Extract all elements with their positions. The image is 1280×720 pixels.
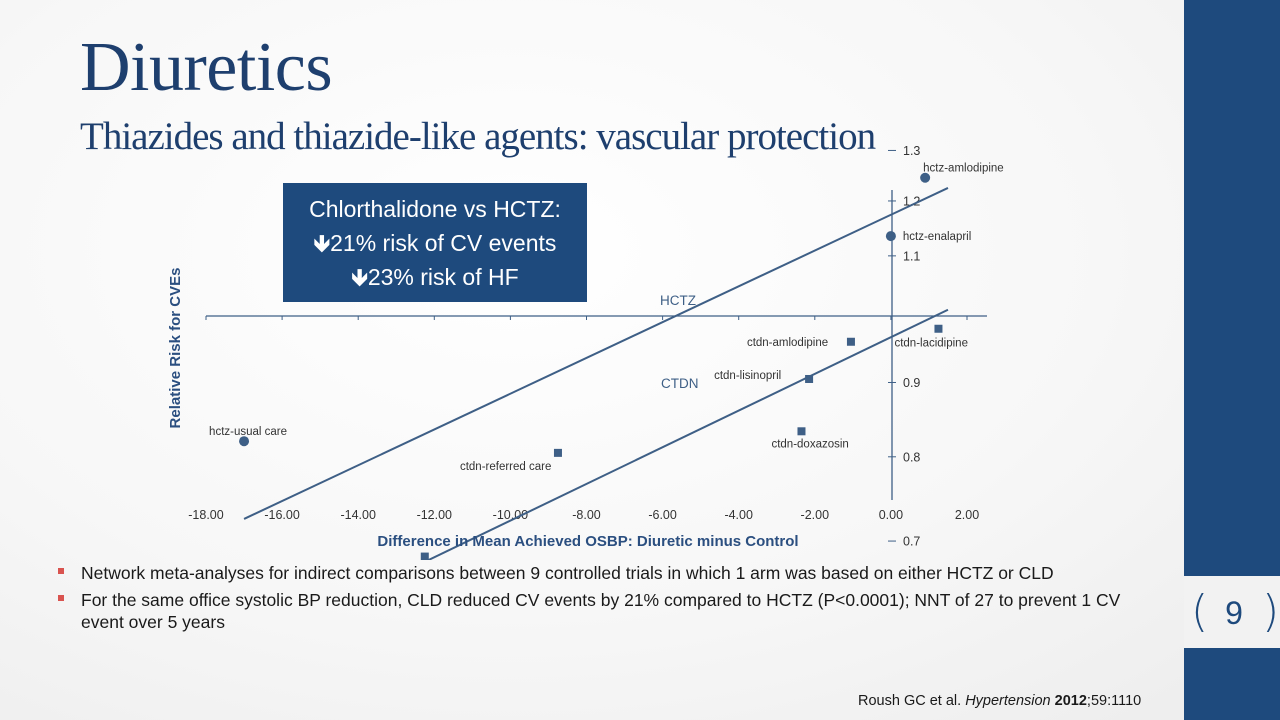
data-label: ctdn-doxazosin <box>771 438 848 450</box>
citation-authors: Roush GC et al. <box>858 693 966 709</box>
citation-volume: ;59:1110 <box>1086 693 1142 709</box>
bullet-list: Network meta-analyses for indirect compa… <box>56 562 1156 638</box>
data-point-hctz-amlodipine <box>920 172 931 183</box>
y-axis-title: Relative Risk for CVEs <box>167 268 184 429</box>
data-point-ctdn-lacidipine <box>934 324 943 333</box>
bullet-text: Network meta-analyses for indirect compa… <box>81 563 1054 583</box>
bullet-item: For the same office systolic BP reductio… <box>56 589 1156 633</box>
data-point-ctdn-referred-care <box>553 448 562 457</box>
x-tick-label: -2.00 <box>801 508 830 522</box>
callout-box: Chlorthalidone vs HCTZ: 🡻21% risk of CV … <box>283 183 587 302</box>
citation-year: 2012 <box>1054 693 1087 709</box>
citation: Roush GC et al. Hypertension 2012;59:111… <box>858 693 1141 709</box>
bullet-marker-icon <box>58 568 64 574</box>
data-point-hctz-enalapril <box>885 231 896 242</box>
data-label: ctdn-lisinopril <box>714 370 781 382</box>
data-label: ctdn-amlodipine <box>747 337 828 349</box>
scatter-chart: -18.00 -16.00 -14.00 -12.00 -10.00 -8.00 -6.00… <box>167 144 1004 560</box>
data-point-hctz-usual-care <box>239 436 250 447</box>
data-label: hctz-enalapril <box>903 231 971 243</box>
data-point-ctdn-amlodipine <box>846 337 855 346</box>
bullet-text: For the same office systolic BP reductio… <box>81 590 1121 632</box>
bullet-item: Network meta-analyses for indirect compa… <box>56 562 1156 584</box>
x-tick-label: -18.00 <box>188 508 223 522</box>
callout-line-1: Chlorthalidone vs HCTZ: <box>309 196 561 222</box>
slide-subtitle: Thiazides and thiazide-like agents: vasc… <box>80 115 876 158</box>
fit-line-hctz <box>243 187 949 520</box>
y-tick-label: 1.2 <box>903 194 920 208</box>
x-tick-label: 2.00 <box>955 508 979 522</box>
data-label: hctz-amlodipine <box>923 163 1004 175</box>
callout-line-3: 🡻23% risk of HF <box>283 260 587 294</box>
fit-line-ctdn <box>426 308 949 560</box>
callout-line-3-text: 23% risk of HF <box>367 264 519 290</box>
x-tick-label: -12.00 <box>417 508 452 522</box>
callout-line-2: 🡻21% risk of CV events <box>283 226 587 260</box>
data-label: ctdn-referred care <box>460 461 551 473</box>
data-point-ctdn-placebo <box>420 552 429 560</box>
series-label-hctz: HCTZ <box>660 293 696 308</box>
y-tick-label: 1.3 <box>903 144 920 158</box>
bullet-marker-icon <box>58 595 64 601</box>
down-arrow-icon: 🡻 <box>313 230 331 256</box>
slide-number: 9 <box>1225 594 1243 631</box>
x-tick-label: -8.00 <box>572 508 601 522</box>
data-point-ctdn-doxazosin <box>797 427 806 436</box>
data-point-ctdn-lisinopril <box>805 374 814 383</box>
x-tick-label: -4.00 <box>724 508 753 522</box>
x-tick-label: -10.00 <box>493 508 528 522</box>
data-label: ctdn-lacidipine <box>894 338 968 350</box>
series-label-ctdn: CTDN <box>661 376 699 391</box>
y-tick-label: 0.9 <box>903 376 920 390</box>
x-tick-label: -14.00 <box>340 508 375 522</box>
left-brace-decoration: ( <box>1191 586 1209 637</box>
y-tick-label: 0.8 <box>903 450 920 464</box>
x-tick-label: -16.00 <box>264 508 299 522</box>
x-axis-title: Difference in Mean Achieved OSBP: Diuret… <box>377 533 798 550</box>
slide-number-box <box>1184 576 1280 648</box>
x-tick-label: -6.00 <box>648 508 677 522</box>
down-arrow-icon: 🡻 <box>351 264 368 290</box>
data-label: hctz-usual care <box>209 426 287 438</box>
slide-title: Diuretics <box>80 29 333 106</box>
x-tick-label: 0.00 <box>879 508 903 522</box>
callout-line-2-text: 21% risk of CV events <box>330 230 557 256</box>
right-brace-decoration: ) <box>1262 586 1280 637</box>
citation-journal: Hypertension <box>965 693 1051 709</box>
y-tick-label: 0.7 <box>903 535 920 549</box>
y-tick-label: 1.1 <box>903 249 920 263</box>
